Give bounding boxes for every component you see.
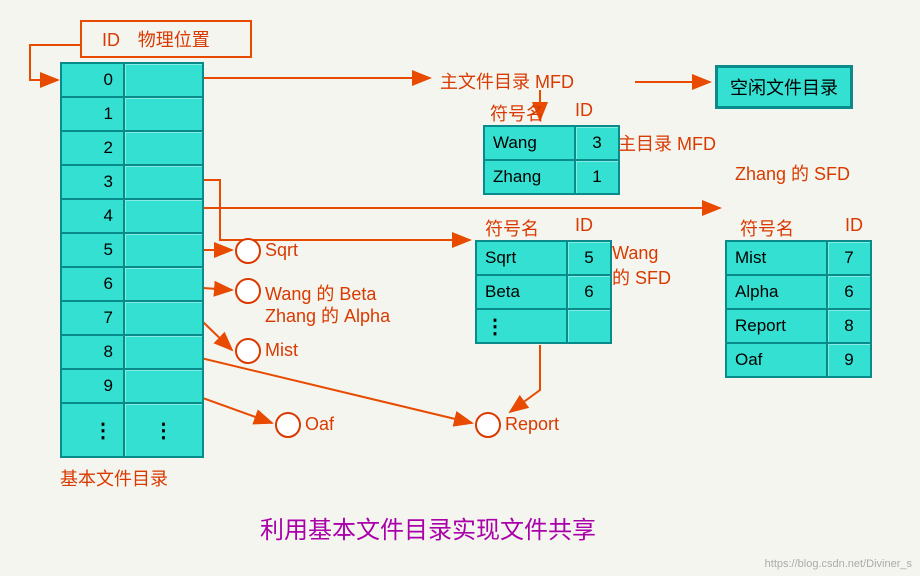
- mfd-hdr-id: ID: [575, 100, 593, 121]
- header-id: ID: [102, 30, 120, 50]
- mist-node: Mist: [265, 340, 298, 361]
- zhang-hdr-id: ID: [845, 215, 863, 236]
- mfd-hdr-name: 符号名: [490, 100, 544, 126]
- main-caption: 基本文件目录: [60, 465, 168, 491]
- free-dir-box: 空闲文件目录: [715, 65, 853, 109]
- mfd-side: 主目录 MFD: [618, 130, 716, 156]
- wangbeta-node-icon: [235, 278, 261, 304]
- header-phys: 物理位置: [138, 30, 210, 50]
- report-node-icon: [475, 412, 501, 438]
- zhang-hdr-name: 符号名: [740, 215, 794, 241]
- mfd-label: 主文件目录 MFD: [440, 68, 574, 94]
- oaf-node-icon: [275, 412, 301, 438]
- wang-side: Wang 的 SFD: [612, 243, 671, 290]
- sqrt-node-icon: [235, 238, 261, 264]
- zhangalpha-node: Zhang 的 Alpha: [265, 302, 390, 328]
- diagram-title: 利用基本文件目录实现文件共享: [260, 510, 596, 545]
- wang-table: Sqrt5 Beta6: [475, 240, 612, 344]
- zhang-table: Mist7 Alpha6 Report8 Oaf9: [725, 240, 872, 378]
- wang-hdr-name: 符号名: [485, 215, 539, 241]
- zhang-title: Zhang 的 SFD: [735, 160, 850, 186]
- watermark: https://blog.csdn.net/Diviner_s: [765, 558, 912, 570]
- report-node: Report: [505, 414, 559, 435]
- sqrt-node: Sqrt: [265, 240, 298, 261]
- main-table: 0 1 2 3 4 5 6 7 8 9: [60, 62, 204, 458]
- mfd-table: Wang3 Zhang1: [483, 125, 620, 195]
- mist-node-icon: [235, 338, 261, 364]
- oaf-node: Oaf: [305, 414, 334, 435]
- wang-hdr-id: ID: [575, 215, 593, 236]
